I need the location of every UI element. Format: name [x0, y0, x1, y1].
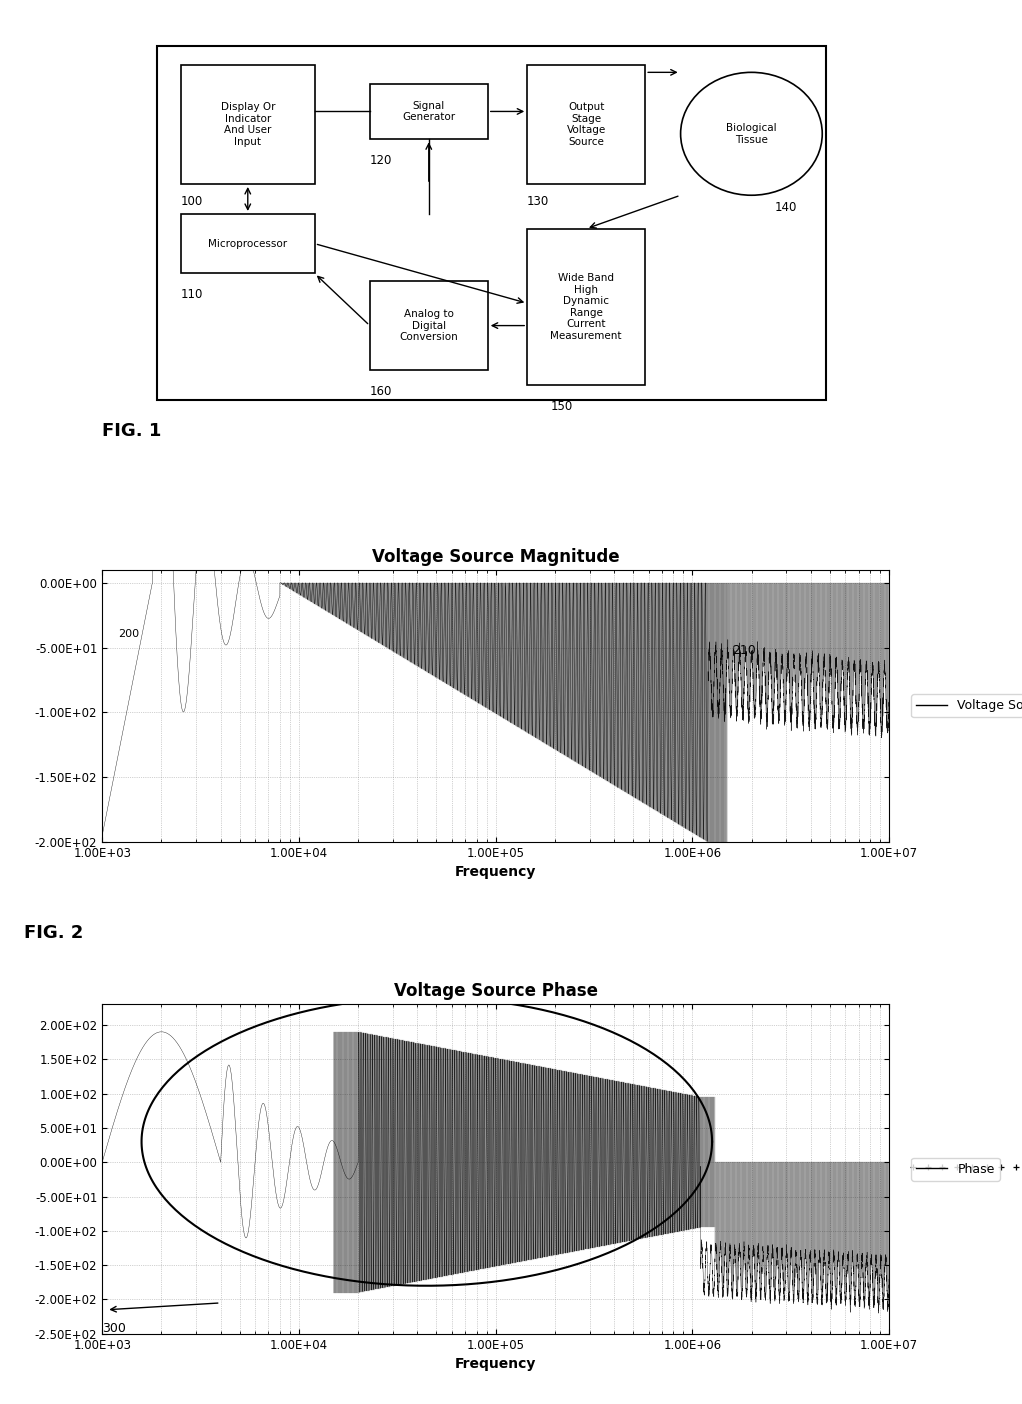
Bar	[370, 83, 487, 139]
Text: Signal
Generator: Signal Generator	[403, 101, 456, 122]
Legend: Voltage Source: Voltage Source	[912, 695, 1022, 717]
Text: Output
Stage
Voltage
Source: Output Stage Voltage Source	[566, 102, 606, 147]
Text: Wide Band
High
Dynamic
Range
Current
Measurement: Wide Band High Dynamic Range Current Mea…	[551, 272, 622, 341]
Bar	[370, 281, 487, 371]
Text: FIG. 2: FIG. 2	[24, 924, 83, 942]
Legend: Phase: Phase	[912, 1157, 1000, 1181]
Text: Microprocessor: Microprocessor	[208, 239, 287, 249]
X-axis label: Frequency: Frequency	[455, 1358, 537, 1372]
Text: Biological
Tissue: Biological Tissue	[726, 124, 777, 145]
Text: 140: 140	[775, 201, 797, 213]
Bar	[527, 229, 645, 385]
Text: Display Or
Indicator
And User
Input: Display Or Indicator And User Input	[221, 102, 275, 147]
Bar	[527, 65, 645, 184]
Text: 160: 160	[370, 385, 392, 399]
Text: 200: 200	[118, 629, 139, 639]
Text: 120: 120	[370, 154, 392, 167]
Text: 300: 300	[102, 1323, 126, 1335]
Bar	[181, 213, 315, 274]
X-axis label: Frequency: Frequency	[455, 865, 537, 879]
Title: Voltage Source Magnitude: Voltage Source Magnitude	[372, 548, 619, 566]
Text: 130: 130	[527, 195, 550, 208]
Ellipse shape	[681, 73, 823, 195]
Title: Voltage Source Phase: Voltage Source Phase	[393, 981, 598, 1000]
Text: Analog to
Digital
Conversion: Analog to Digital Conversion	[400, 309, 458, 343]
Text: 110: 110	[181, 288, 203, 302]
Text: 210: 210	[733, 644, 756, 657]
Bar	[157, 46, 826, 400]
Text: 150: 150	[551, 400, 573, 413]
Text: FIG. 1: FIG. 1	[102, 423, 161, 441]
Text: 100: 100	[181, 195, 203, 208]
Bar	[181, 65, 315, 184]
